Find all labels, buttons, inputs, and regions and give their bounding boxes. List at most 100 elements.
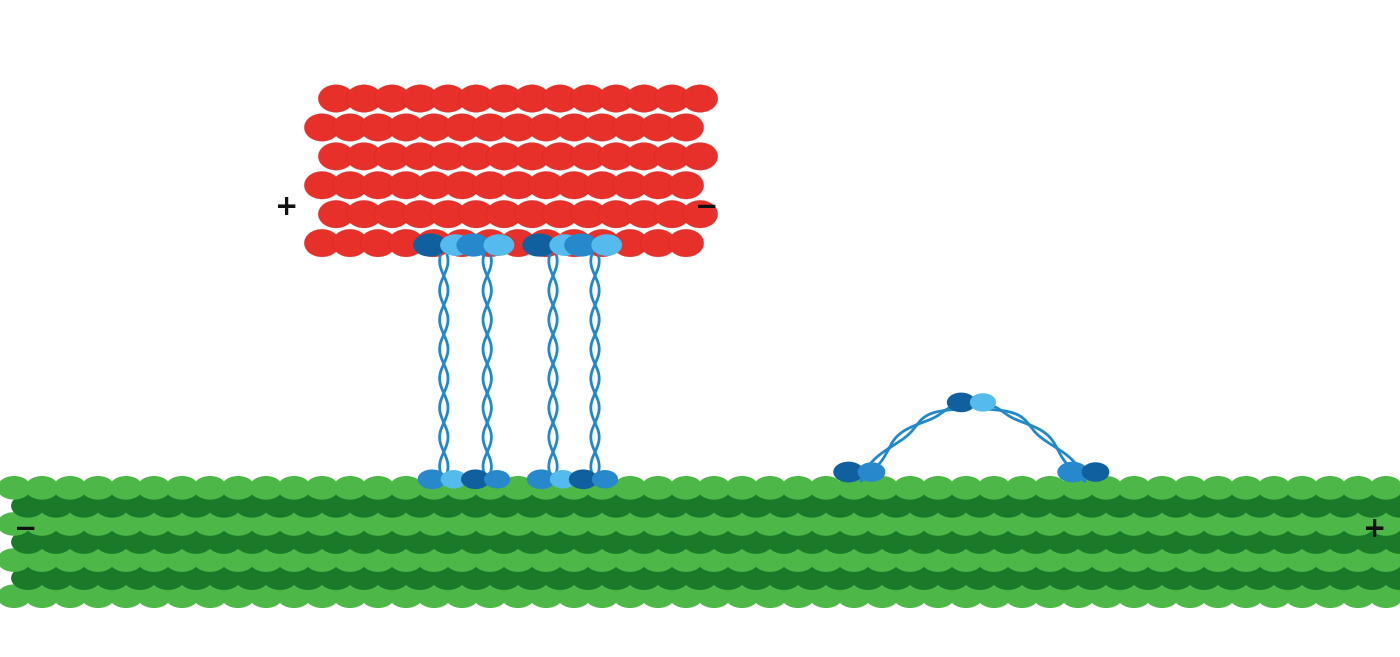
Ellipse shape bbox=[318, 143, 354, 170]
Ellipse shape bbox=[137, 585, 171, 608]
Ellipse shape bbox=[1019, 566, 1053, 590]
Ellipse shape bbox=[626, 85, 662, 112]
Ellipse shape bbox=[1341, 512, 1375, 536]
Ellipse shape bbox=[1369, 512, 1400, 536]
Ellipse shape bbox=[235, 530, 269, 554]
Ellipse shape bbox=[592, 470, 617, 489]
Ellipse shape bbox=[1145, 585, 1179, 608]
Ellipse shape bbox=[837, 585, 871, 608]
Ellipse shape bbox=[654, 200, 690, 228]
Ellipse shape bbox=[263, 566, 297, 590]
Ellipse shape bbox=[473, 476, 507, 499]
Ellipse shape bbox=[431, 566, 465, 590]
Ellipse shape bbox=[585, 476, 619, 499]
Ellipse shape bbox=[1103, 566, 1137, 590]
Ellipse shape bbox=[682, 200, 718, 228]
Ellipse shape bbox=[67, 494, 101, 518]
Ellipse shape bbox=[935, 494, 969, 518]
Ellipse shape bbox=[584, 229, 620, 257]
Ellipse shape bbox=[11, 566, 45, 590]
Ellipse shape bbox=[585, 548, 619, 572]
Ellipse shape bbox=[739, 566, 773, 590]
Ellipse shape bbox=[753, 476, 787, 499]
Ellipse shape bbox=[333, 585, 367, 608]
Ellipse shape bbox=[529, 512, 563, 536]
Ellipse shape bbox=[0, 548, 31, 572]
Ellipse shape bbox=[361, 548, 395, 572]
Ellipse shape bbox=[598, 143, 634, 170]
Ellipse shape bbox=[305, 476, 339, 499]
Ellipse shape bbox=[991, 530, 1025, 554]
Ellipse shape bbox=[263, 494, 297, 518]
Ellipse shape bbox=[568, 470, 598, 489]
Ellipse shape bbox=[403, 494, 437, 518]
Ellipse shape bbox=[683, 530, 717, 554]
Ellipse shape bbox=[851, 566, 885, 590]
Ellipse shape bbox=[221, 476, 255, 499]
Ellipse shape bbox=[711, 530, 745, 554]
Ellipse shape bbox=[1145, 512, 1179, 536]
Ellipse shape bbox=[528, 171, 564, 199]
Ellipse shape bbox=[865, 548, 899, 572]
Ellipse shape bbox=[753, 512, 787, 536]
Ellipse shape bbox=[151, 566, 185, 590]
Ellipse shape bbox=[249, 548, 283, 572]
Ellipse shape bbox=[935, 566, 969, 590]
Ellipse shape bbox=[459, 566, 493, 590]
Ellipse shape bbox=[1327, 530, 1361, 554]
Ellipse shape bbox=[333, 548, 367, 572]
Ellipse shape bbox=[571, 566, 605, 590]
Ellipse shape bbox=[543, 530, 577, 554]
Ellipse shape bbox=[221, 548, 255, 572]
Ellipse shape bbox=[1159, 494, 1193, 518]
Ellipse shape bbox=[25, 476, 59, 499]
Ellipse shape bbox=[682, 85, 718, 112]
Ellipse shape bbox=[1201, 476, 1235, 499]
Ellipse shape bbox=[486, 200, 522, 228]
Ellipse shape bbox=[67, 566, 101, 590]
Ellipse shape bbox=[179, 566, 213, 590]
Ellipse shape bbox=[53, 548, 87, 572]
Ellipse shape bbox=[669, 476, 703, 499]
Ellipse shape bbox=[612, 114, 648, 141]
Ellipse shape bbox=[599, 566, 633, 590]
Ellipse shape bbox=[193, 585, 227, 608]
Ellipse shape bbox=[725, 476, 759, 499]
Ellipse shape bbox=[388, 114, 424, 141]
Ellipse shape bbox=[1285, 585, 1319, 608]
Ellipse shape bbox=[486, 143, 522, 170]
Ellipse shape bbox=[640, 229, 676, 257]
Ellipse shape bbox=[193, 512, 227, 536]
Ellipse shape bbox=[332, 229, 368, 257]
Ellipse shape bbox=[347, 494, 381, 518]
Ellipse shape bbox=[1327, 566, 1361, 590]
Ellipse shape bbox=[907, 494, 941, 518]
Ellipse shape bbox=[402, 143, 438, 170]
Ellipse shape bbox=[1285, 548, 1319, 572]
Ellipse shape bbox=[207, 530, 241, 554]
Ellipse shape bbox=[946, 393, 976, 412]
Ellipse shape bbox=[1005, 476, 1039, 499]
Ellipse shape bbox=[360, 229, 396, 257]
Ellipse shape bbox=[654, 143, 690, 170]
Ellipse shape bbox=[361, 512, 395, 536]
Ellipse shape bbox=[473, 548, 507, 572]
Ellipse shape bbox=[529, 548, 563, 572]
Ellipse shape bbox=[207, 566, 241, 590]
Ellipse shape bbox=[473, 512, 507, 536]
Ellipse shape bbox=[1089, 548, 1123, 572]
Ellipse shape bbox=[879, 530, 913, 554]
Ellipse shape bbox=[123, 494, 157, 518]
Ellipse shape bbox=[1117, 476, 1151, 499]
Ellipse shape bbox=[1383, 494, 1400, 518]
Ellipse shape bbox=[1019, 530, 1053, 554]
Ellipse shape bbox=[584, 114, 620, 141]
Ellipse shape bbox=[949, 512, 983, 536]
Ellipse shape bbox=[1327, 494, 1361, 518]
Ellipse shape bbox=[1103, 530, 1137, 554]
Ellipse shape bbox=[542, 143, 578, 170]
Ellipse shape bbox=[1369, 476, 1400, 499]
Ellipse shape bbox=[613, 585, 647, 608]
Ellipse shape bbox=[458, 143, 494, 170]
Ellipse shape bbox=[837, 512, 871, 536]
